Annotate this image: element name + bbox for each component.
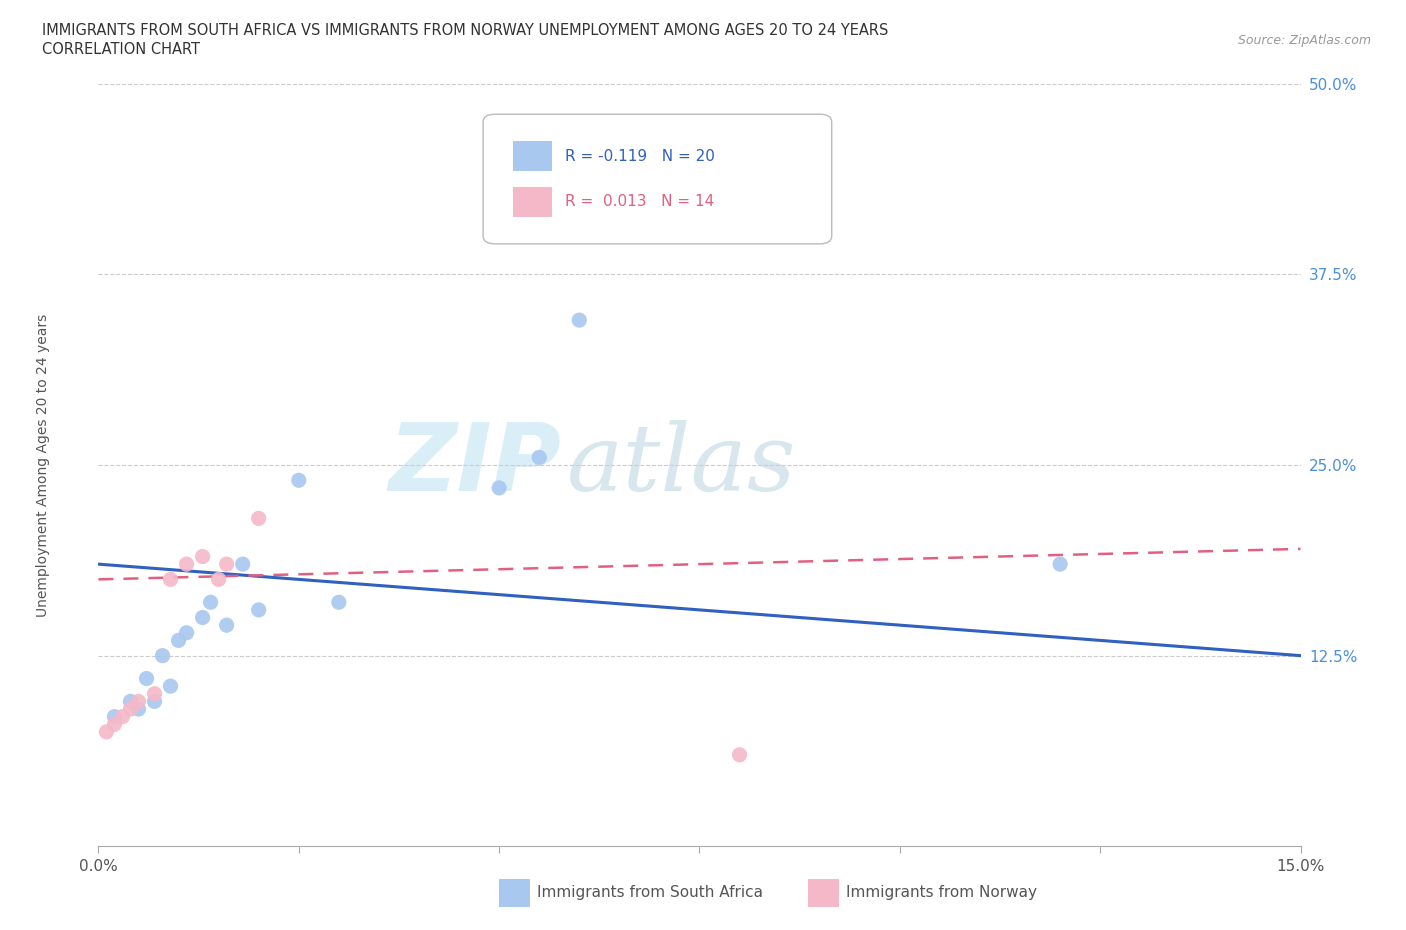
Text: CORRELATION CHART: CORRELATION CHART	[42, 42, 200, 57]
Text: ZIP: ZIP	[388, 419, 561, 511]
Point	[111, 710, 134, 724]
Point	[143, 694, 166, 709]
Point	[568, 312, 591, 327]
FancyBboxPatch shape	[513, 141, 551, 171]
Point	[529, 450, 551, 465]
Point	[159, 572, 181, 587]
Point	[152, 648, 174, 663]
Point	[120, 694, 142, 709]
Point	[232, 557, 254, 572]
FancyBboxPatch shape	[484, 114, 832, 244]
Point	[167, 633, 190, 648]
Point	[215, 557, 238, 572]
Text: R = -0.119   N = 20: R = -0.119 N = 20	[565, 149, 714, 164]
Point	[128, 694, 150, 709]
Point	[120, 701, 142, 716]
Point	[128, 701, 150, 716]
Point	[103, 710, 125, 724]
Point	[176, 625, 198, 640]
Y-axis label: Unemployment Among Ages 20 to 24 years: Unemployment Among Ages 20 to 24 years	[35, 313, 49, 617]
Point	[176, 557, 198, 572]
Point	[103, 717, 125, 732]
Point	[191, 610, 214, 625]
Point	[191, 549, 214, 564]
Point	[247, 603, 270, 618]
Point	[288, 472, 311, 487]
FancyBboxPatch shape	[513, 187, 551, 218]
Point	[200, 595, 222, 610]
Point	[159, 679, 181, 694]
Text: Source: ZipAtlas.com: Source: ZipAtlas.com	[1237, 34, 1371, 47]
Point	[96, 724, 118, 739]
Point	[488, 481, 510, 496]
Point	[529, 138, 551, 153]
Point	[247, 511, 270, 525]
Text: Immigrants from Norway: Immigrants from Norway	[846, 885, 1038, 900]
Text: atlas: atlas	[567, 420, 797, 510]
Point	[135, 671, 157, 686]
Point	[215, 618, 238, 632]
Point	[328, 595, 350, 610]
Text: R =  0.013   N = 14: R = 0.013 N = 14	[565, 194, 714, 209]
Point	[1049, 557, 1071, 572]
Text: IMMIGRANTS FROM SOUTH AFRICA VS IMMIGRANTS FROM NORWAY UNEMPLOYMENT AMONG AGES 2: IMMIGRANTS FROM SOUTH AFRICA VS IMMIGRAN…	[42, 23, 889, 38]
Point	[208, 572, 231, 587]
Point	[143, 686, 166, 701]
Point	[728, 748, 751, 763]
Text: Immigrants from South Africa: Immigrants from South Africa	[537, 885, 763, 900]
